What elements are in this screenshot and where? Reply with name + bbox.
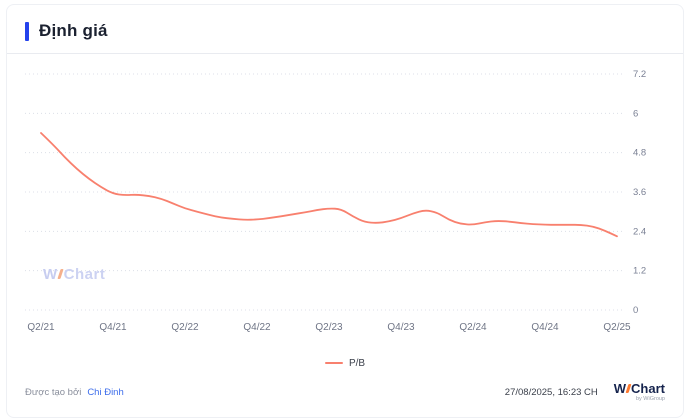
timestamp: 27/08/2025, 16:23 CH xyxy=(504,386,598,398)
wichart-logo-text: W Chart xyxy=(614,382,665,395)
x-tick-label: Q4/21 xyxy=(99,322,127,333)
pb-series-line xyxy=(40,132,618,238)
legend-line-swatch xyxy=(324,362,343,364)
logo-subtitle: by WiGroup xyxy=(635,395,665,402)
x-tick-label: Q2/21 xyxy=(27,322,55,333)
y-tick-label: 7.2 xyxy=(633,69,646,80)
x-tick-label: Q2/25 xyxy=(603,322,631,333)
valuation-card: Định giá 0 1.2 2.4 3.6 4.8 6 7.2 Q2/21 Q4/21 Q2/2… xyxy=(6,4,684,418)
watermark-w: W xyxy=(43,266,58,283)
y-tick-label: 4.8 xyxy=(633,148,646,159)
author-link[interactable]: Chi Đinh xyxy=(87,386,124,398)
footer-attribution: Được tạo bởi Chi Đinh xyxy=(25,387,124,398)
legend-label: P/B xyxy=(348,357,366,369)
title-accent-bar xyxy=(25,21,29,41)
y-tick-label: 3.6 xyxy=(633,187,646,198)
x-tick-label: Q2/22 xyxy=(171,322,199,333)
x-tick-label: Q4/23 xyxy=(387,322,415,333)
wichart-logo: W Chart by WiGroup xyxy=(614,382,665,403)
footer-meta: 27/08/2025, 16:23 CH W Chart by WiGroup xyxy=(505,382,665,403)
logo-w: W xyxy=(613,380,627,396)
created-by-label: Được tạo bởi xyxy=(25,386,82,398)
logo-rest: Chart xyxy=(631,380,665,396)
wichart-watermark: W Chart xyxy=(43,266,105,283)
y-tick-label: 2.4 xyxy=(633,226,646,237)
watermark-rest: Chart xyxy=(63,266,106,283)
x-tick-label: Q2/24 xyxy=(459,322,487,333)
card-footer: Được tạo bởi Chi Đinh 27/08/2025, 16:23 … xyxy=(25,375,665,409)
y-tick-label: 6 xyxy=(633,108,638,119)
pb-line-chart[interactable]: 0 1.2 2.4 3.6 4.8 6 7.2 Q2/21 Q4/21 Q2/22 Q4/22 Q2/… xyxy=(25,60,665,352)
pb-chart-svg: 0 1.2 2.4 3.6 4.8 6 7.2 Q2/21 Q4/21 Q2/22 Q4/22 Q2/… xyxy=(25,69,646,333)
page-title: Định giá xyxy=(39,21,108,40)
card-header: Định giá xyxy=(25,19,665,43)
header-divider xyxy=(7,53,683,54)
x-tick-label: Q4/22 xyxy=(243,322,271,333)
y-tick-label: 0 xyxy=(633,305,638,316)
chart-legend[interactable]: P/B xyxy=(25,354,665,372)
x-tick-label: Q4/24 xyxy=(531,322,559,333)
y-tick-label: 1.2 xyxy=(633,266,646,277)
x-tick-label: Q2/23 xyxy=(315,322,343,333)
